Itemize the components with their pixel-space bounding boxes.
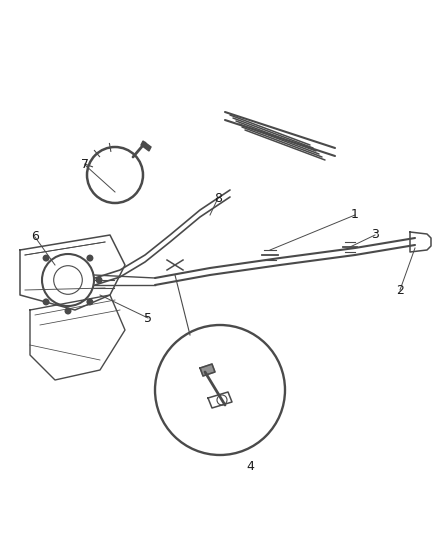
Polygon shape — [200, 364, 215, 376]
Text: 2: 2 — [396, 284, 404, 296]
Circle shape — [64, 308, 71, 314]
Text: 5: 5 — [144, 311, 152, 325]
Text: 6: 6 — [31, 230, 39, 244]
Circle shape — [42, 255, 49, 262]
Circle shape — [42, 298, 49, 305]
Text: 4: 4 — [246, 461, 254, 473]
Circle shape — [86, 298, 93, 305]
Text: 8: 8 — [214, 191, 222, 205]
Text: 7: 7 — [81, 158, 89, 172]
Text: 3: 3 — [371, 229, 379, 241]
Circle shape — [95, 277, 102, 284]
Circle shape — [86, 255, 93, 262]
Text: 1: 1 — [351, 208, 359, 222]
Polygon shape — [141, 141, 151, 151]
